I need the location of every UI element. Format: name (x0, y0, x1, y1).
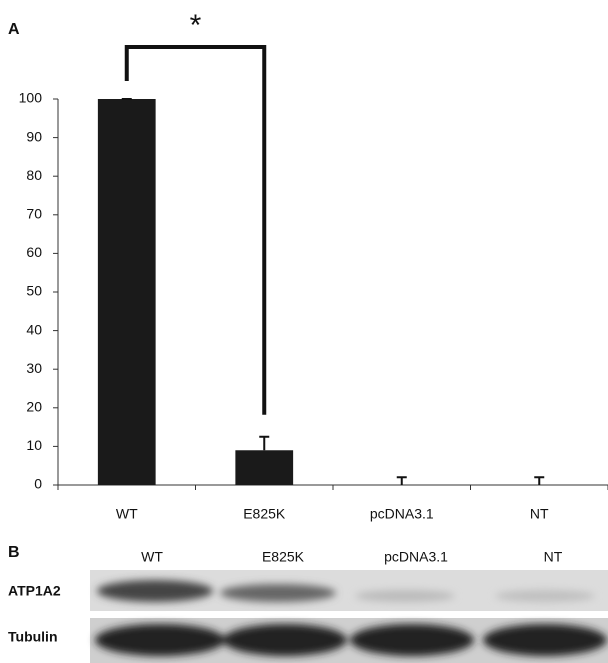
blot-column-label: WT (141, 549, 163, 565)
error-bar (259, 437, 269, 451)
blot-column-label: pcDNA3.1 (384, 549, 448, 565)
bar (235, 450, 293, 485)
bar (98, 99, 156, 485)
panel-label: B (8, 544, 20, 561)
blot-column-label: E825K (262, 549, 305, 565)
y-tick-label: 90 (26, 128, 42, 144)
x-tick-label: pcDNA3.1 (370, 506, 434, 522)
band (220, 584, 336, 602)
x-tick-label: NT (530, 506, 549, 522)
figure: A B 0 10 20 30 40 50 60 70 80 90 100 WT E825K pcDNA3.… (0, 0, 608, 663)
blot-row-label: ATP1A2 (8, 583, 61, 599)
band (355, 590, 455, 602)
y-tick-label: 100 (19, 90, 43, 106)
blot-row-label: Tubulin (8, 629, 58, 645)
y-tick-label: 30 (26, 360, 42, 376)
band (97, 580, 213, 602)
band (495, 590, 595, 602)
x-tick-label: E825K (243, 506, 286, 522)
band (223, 624, 347, 656)
y-tick-label: 50 (26, 283, 42, 299)
x-tick-label: WT (116, 506, 138, 522)
blot (90, 570, 608, 663)
error-bar (397, 477, 407, 485)
y-tick-label: 60 (26, 244, 42, 260)
y-tick-label: 10 (26, 437, 42, 453)
band (483, 624, 607, 656)
error-bar (534, 477, 544, 485)
y-tick-label: 70 (26, 206, 42, 222)
blot-column-label: NT (544, 549, 563, 565)
y-tick-label: 40 (26, 321, 42, 337)
y-tick-label: 80 (26, 167, 42, 183)
significance-label: * (190, 9, 202, 42)
band (95, 624, 225, 656)
panel-label: A (8, 21, 20, 38)
band (350, 624, 474, 656)
y-tick-label: 0 (34, 476, 42, 492)
y-tick-label: 20 (26, 399, 42, 415)
